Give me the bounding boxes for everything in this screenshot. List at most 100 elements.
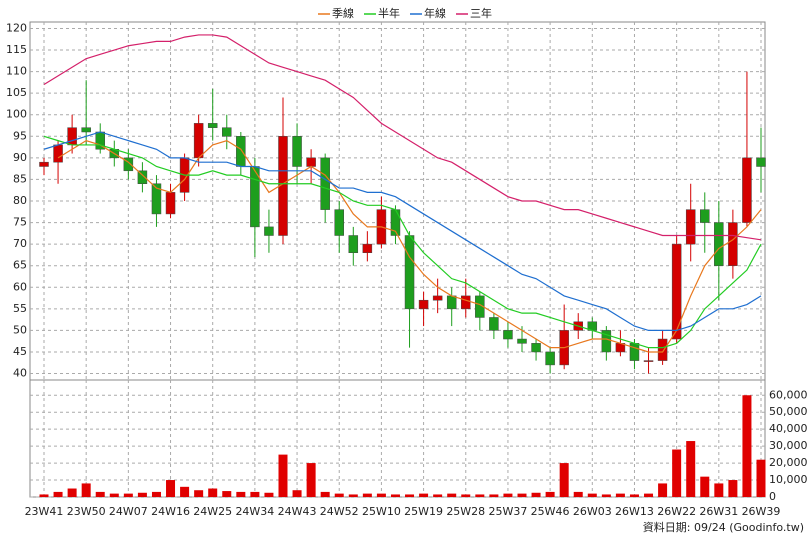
- candle-body: [222, 127, 232, 137]
- candle-body: [362, 243, 373, 254]
- candle-body: [137, 170, 148, 184]
- candle-body: [404, 235, 415, 310]
- ma-line: [57, 139, 762, 353]
- volume-bar: [686, 441, 696, 497]
- candle-body: [418, 299, 429, 310]
- y-tick-label: 75: [13, 216, 27, 229]
- y-tick-label: 115: [6, 43, 27, 56]
- y2-tick-label: 10,000: [769, 473, 808, 486]
- volume-bar: [348, 494, 358, 497]
- y-tick-label: 70: [13, 237, 27, 250]
- y-tick-label: 55: [13, 302, 27, 315]
- x-tick-label: 24W16: [151, 505, 190, 518]
- volume-bar: [419, 493, 429, 497]
- candle-body: [320, 157, 330, 210]
- x-tick-label: 26W39: [742, 505, 781, 518]
- y-tick-label: 90: [13, 151, 27, 164]
- candle-body: [123, 157, 134, 172]
- candle-body: [545, 351, 555, 366]
- x-tick-label: 24W07: [109, 505, 148, 518]
- volume-bar: [517, 493, 527, 497]
- x-tick-label: 24W34: [235, 505, 274, 518]
- volume-bar: [53, 491, 63, 497]
- candle-body: [81, 127, 91, 133]
- x-tick-label: 25W46: [531, 505, 570, 518]
- candle-body: [503, 330, 513, 340]
- volume-bar: [461, 494, 471, 497]
- y-tick-label: 105: [6, 86, 27, 99]
- ma-line: [43, 135, 762, 349]
- y-tick-label: 60: [13, 280, 27, 293]
- x-tick-label: 26W13: [615, 505, 654, 518]
- candle-body: [756, 157, 766, 167]
- volume-bar: [376, 493, 386, 497]
- y2-tick-label: 0: [769, 490, 776, 503]
- x-tick-label: 25W10: [362, 505, 401, 518]
- volume-bar: [629, 494, 639, 497]
- volume-bar: [405, 494, 415, 497]
- volume-bar: [39, 494, 49, 497]
- volume-bar: [123, 493, 133, 497]
- volume-bar: [292, 490, 302, 497]
- volume-bar: [742, 395, 752, 497]
- volume-bar: [559, 463, 569, 497]
- volume-bar: [700, 476, 710, 497]
- y-tick-label: 65: [13, 259, 27, 272]
- volume-bar: [264, 492, 274, 497]
- candle-body: [685, 209, 696, 245]
- y2-tick-label: 20,000: [769, 456, 808, 469]
- y2-tick-label: 60,000: [769, 388, 808, 401]
- volume-bar: [334, 493, 344, 497]
- candle-body: [657, 338, 668, 361]
- volume-bar: [503, 493, 513, 497]
- y-tick-label: 40: [13, 367, 27, 380]
- candle-body: [165, 192, 176, 215]
- y-tick-label: 120: [6, 21, 27, 34]
- legend-label: 半年: [378, 6, 400, 20]
- volume-bar: [489, 494, 499, 497]
- y-tick-label: 45: [13, 345, 27, 358]
- volume-bar: [320, 491, 330, 497]
- volume-bar: [728, 480, 738, 497]
- candle-body: [207, 123, 218, 128]
- y2-tick-label: 30,000: [769, 439, 808, 452]
- legend-label: 三年: [470, 6, 492, 20]
- candle-body: [53, 144, 63, 163]
- candle-body: [348, 235, 359, 254]
- candle-body: [151, 183, 162, 215]
- volume-bar: [250, 491, 260, 497]
- x-tick-label: 26W31: [699, 505, 738, 518]
- volume-bar: [362, 493, 372, 497]
- candle-body: [193, 123, 204, 159]
- candle-body: [671, 243, 682, 340]
- x-tick-label: 25W19: [404, 505, 443, 518]
- volume-bar: [658, 483, 668, 497]
- candle-body: [742, 157, 752, 223]
- ma-line: [43, 34, 762, 241]
- candle-body: [306, 157, 316, 167]
- candle-body: [292, 136, 302, 167]
- volume-bar: [714, 483, 724, 497]
- x-tick-label: 26W03: [573, 505, 612, 518]
- y-tick-label: 95: [13, 129, 27, 142]
- x-tick-label: 25W28: [446, 505, 485, 518]
- candle-body: [728, 222, 738, 266]
- candle-body: [39, 161, 49, 167]
- footer: 資料日期: 09/24 (Goodinfo.tw): [643, 520, 804, 534]
- legend-label: 季線: [332, 6, 354, 20]
- volume-bar: [180, 486, 190, 497]
- x-tick-label: 23W50: [67, 505, 106, 518]
- x-tick-label: 26W22: [657, 505, 696, 518]
- x-tick-label: 24W43: [278, 505, 317, 518]
- candle-body: [236, 136, 246, 167]
- volume-bar: [95, 491, 105, 497]
- candle-body: [432, 295, 443, 301]
- volume-bar: [137, 492, 147, 497]
- candle-body: [461, 295, 471, 310]
- y-tick-label: 110: [6, 65, 27, 78]
- x-tick-label: 23W41: [25, 505, 64, 518]
- volume-bar: [151, 491, 161, 497]
- candle-body: [531, 343, 541, 353]
